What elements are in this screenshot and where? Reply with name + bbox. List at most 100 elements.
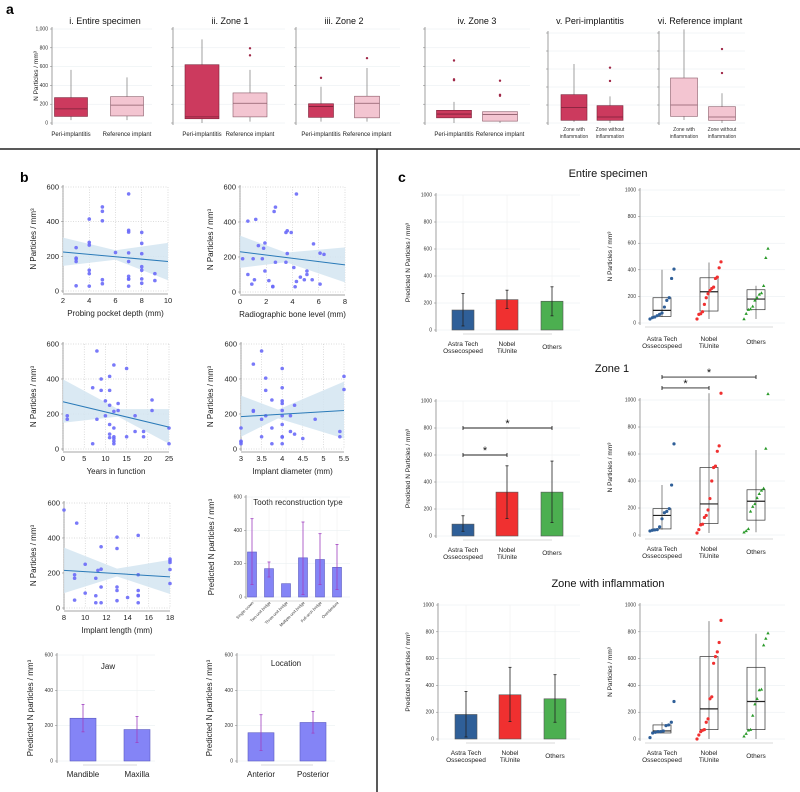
data-point	[107, 422, 112, 427]
x-tick-label: 25	[165, 454, 173, 463]
data-point	[670, 276, 674, 281]
data-point	[112, 439, 116, 443]
data-point	[764, 256, 768, 260]
data-point	[744, 529, 748, 533]
data-point	[99, 600, 103, 605]
y-tick-label: 400	[225, 688, 234, 694]
data-point	[87, 268, 92, 273]
data-point	[83, 591, 87, 595]
data-point	[697, 528, 701, 532]
x-tick-label: 8	[343, 297, 347, 306]
y-axis-label: N Particles / mm³	[607, 231, 614, 282]
data-point	[706, 717, 710, 721]
data-point	[139, 277, 144, 281]
data-point	[87, 243, 92, 247]
y-axis-label: N Particles / mm³	[206, 366, 215, 428]
data-point	[87, 284, 92, 288]
x-tick-label: 3	[239, 454, 243, 463]
x-category-label: Reference implant	[343, 132, 392, 138]
significance-star: *	[683, 378, 688, 390]
data-point	[280, 441, 285, 446]
box	[110, 96, 144, 117]
chart-a-iv: iv. Zone 3 Peri-implantitis Reference impl…	[423, 16, 530, 138]
data-point	[338, 429, 342, 434]
data-point	[284, 260, 288, 265]
chart-a-ii: ii. Zone 1 Peri-implantitis Reference impl…	[171, 16, 285, 138]
data-point	[719, 260, 723, 264]
box	[746, 666, 766, 730]
panel-label-b: b	[20, 169, 29, 185]
data-point	[766, 631, 770, 635]
x-category-label: Nobel	[499, 341, 517, 348]
chart-b-loc: 0 200 400 600 Location Predicted N particles …	[205, 653, 335, 779]
box	[746, 489, 766, 521]
data-point	[695, 317, 699, 321]
y-tick-label: 1000	[625, 603, 636, 609]
data-point	[126, 284, 131, 288]
y-tick-label: 400	[424, 274, 433, 280]
y-axis-label: Predicted N Particles / mm³	[405, 222, 412, 302]
data-point	[322, 252, 326, 257]
y-tick-label: 0	[429, 534, 432, 540]
y-tick-label: 0	[633, 737, 636, 743]
y-tick-label: 0	[633, 533, 636, 539]
x-category-label: Nobel	[701, 546, 719, 553]
y-axis-label: N Particles / mm³	[607, 442, 614, 493]
box	[308, 103, 334, 118]
data-point	[672, 267, 676, 271]
x-category-label: Zone without	[708, 127, 737, 133]
data-point	[136, 593, 140, 598]
data-point	[715, 650, 719, 654]
x-axis-label: Implant diameter (mm)	[252, 467, 333, 476]
y-tick-label: 200	[47, 569, 60, 578]
x-category-label: Maxilla	[125, 770, 150, 779]
y-tick-label: 400	[234, 528, 243, 534]
x-category-label: Others	[545, 753, 565, 760]
y-tick-label: 600	[628, 452, 637, 458]
x-category-label: Astra Tech	[448, 547, 479, 554]
data-point	[338, 434, 342, 439]
data-point	[100, 219, 105, 223]
data-point	[95, 349, 99, 353]
data-point	[702, 302, 706, 306]
data-point	[311, 242, 316, 246]
data-point	[748, 509, 753, 513]
y-tick-label: 200	[426, 710, 435, 716]
data-point	[72, 576, 77, 581]
data-point	[253, 217, 258, 222]
chart-c-es-box: 0 200 400 600 800 1000 N Particles / mm³ Astra …	[607, 188, 785, 350]
x-category-label: Posterior	[297, 770, 329, 779]
panel-label-c: c	[398, 169, 406, 185]
data-point	[751, 304, 755, 308]
data-point	[115, 546, 119, 551]
data-point	[753, 502, 757, 506]
data-point	[305, 272, 309, 277]
x-tick-label: 2	[61, 296, 65, 305]
data-point	[655, 528, 659, 532]
data-point	[272, 209, 276, 214]
chart-title: Location	[271, 659, 301, 668]
y-axis-label: N Particles / mm³	[29, 208, 38, 270]
data-point	[292, 432, 297, 436]
data-point	[710, 479, 714, 483]
x-category-label: Others	[542, 550, 562, 557]
data-point	[112, 409, 116, 414]
data-point	[672, 699, 676, 704]
box	[596, 105, 624, 121]
data-point	[318, 282, 322, 286]
data-point	[294, 192, 299, 196]
y-tick-label: 600	[47, 499, 60, 508]
x-category-label: Overdenture	[320, 600, 340, 620]
x-category-label: Ossecospeed	[443, 554, 483, 561]
x-tick-label: 4	[280, 454, 284, 463]
data-point	[267, 278, 271, 283]
y-tick-label: 600	[234, 495, 243, 501]
y-tick-label: 400	[47, 534, 60, 543]
outlier-point	[452, 78, 456, 81]
data-point	[280, 366, 285, 371]
y-axis-label: N Particles / mm³	[33, 50, 40, 101]
y-tick-label: 200	[223, 253, 236, 262]
data-point	[263, 388, 268, 393]
y-tick-label: 0	[232, 288, 236, 297]
outlier-point	[608, 66, 612, 69]
